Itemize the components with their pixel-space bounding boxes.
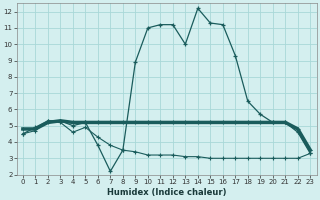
X-axis label: Humidex (Indice chaleur): Humidex (Indice chaleur) — [107, 188, 226, 197]
